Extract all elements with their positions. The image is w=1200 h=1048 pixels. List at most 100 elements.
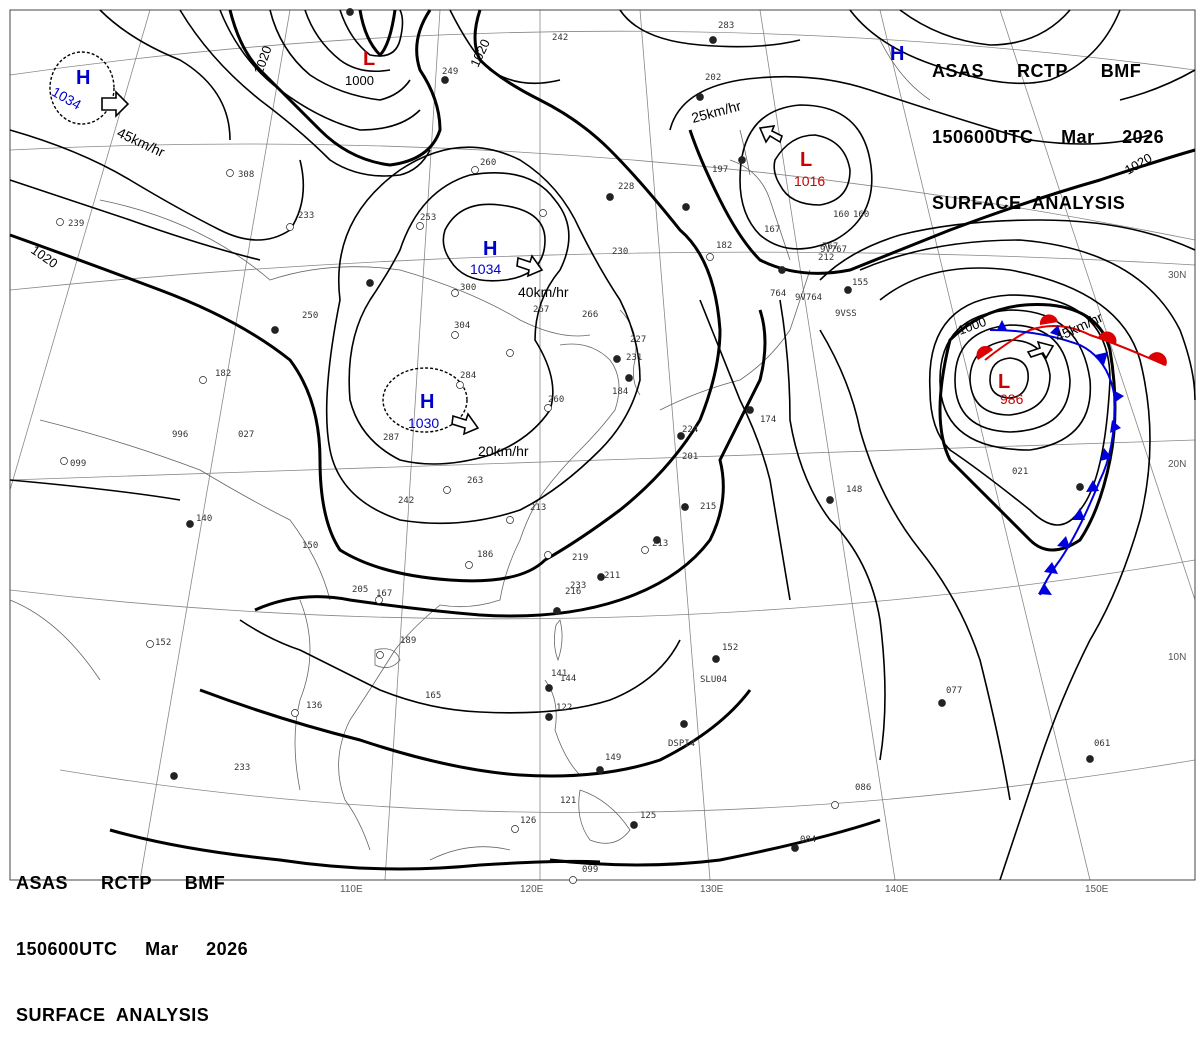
dashed-centers [49, 51, 468, 433]
station-pressure-value: 141 [551, 669, 567, 679]
station-pressure-value: 201 [682, 452, 698, 462]
header-line-2: 150600UTC Mar 2026 [16, 939, 249, 959]
high-value: 1034 [470, 261, 501, 277]
station-pressure-value: 233 [298, 211, 314, 221]
graticule-labels: 110E 120E 130E 140E 150E 30N 20N 10N [340, 270, 1186, 895]
cold-front [989, 320, 1124, 596]
isobars-bold [9, 9, 1196, 871]
longitude-label: 110E [340, 884, 363, 895]
station-pressure-value: 155 [852, 278, 868, 288]
station-pressure-value: 227 [630, 335, 646, 345]
low-symbol: L [998, 371, 1010, 393]
station-pressure-value: 189 [400, 636, 416, 646]
station-pressure-value: 174 [760, 415, 776, 425]
station-pressure-value: 140 [196, 514, 212, 524]
station-pressure-value: 182 [215, 369, 231, 379]
graticule [9, 9, 1196, 881]
station-id: 9V764 [795, 293, 822, 303]
longitude-label: 150E [1085, 884, 1109, 895]
station-pressure-value: 263 [467, 476, 483, 486]
low-value: 986 [1000, 391, 1024, 407]
warm-front [976, 314, 1167, 366]
station-pressure-value: 249 [442, 67, 458, 77]
station-pressure-value: 211 [604, 571, 620, 581]
station-pressure-value: 242 [552, 33, 568, 43]
station-pressure-value: 260 [480, 158, 496, 168]
station-pressure-value: 182 [716, 241, 732, 251]
latitude-label: 10N [1168, 652, 1186, 663]
station-pressure-value: 202 [705, 73, 721, 83]
station-pressure-value: 167 [376, 589, 392, 599]
station-pressure-value: 233 [234, 763, 250, 773]
station-pressure-value: 266 [582, 310, 598, 320]
station-pressure-value: 242 [398, 496, 414, 506]
speed-label: 20km/hr [478, 443, 529, 459]
station-pressure-value: 260 [548, 395, 564, 405]
station-pressure-value: 219 [572, 553, 588, 563]
station-pressure-value: 077 [946, 686, 962, 696]
station-id: DSPI4 [668, 739, 695, 749]
station-pressure-value: 212 [818, 253, 834, 263]
speed-label: 40km/hr [518, 284, 569, 300]
station-pressure-value: 300 [460, 283, 476, 293]
header-top-right: ASAS RCTP BMF 150600UTC Mar 2026 SURFACE… [932, 16, 1164, 236]
station-pressure-value: 165 [425, 691, 441, 701]
station-pressure-value: 136 [306, 701, 322, 711]
longitude-label: 130E [700, 884, 724, 895]
station-pressure-value: 228 [618, 182, 634, 192]
station-pressure-value: 224 [682, 425, 698, 435]
station-pressure-value: 150 [302, 541, 318, 551]
header-line-3: SURFACE ANALYSIS [932, 193, 1126, 213]
station-pressure-value: 197 [712, 165, 728, 175]
station-pressure-value: 996 [172, 430, 188, 440]
station-pressure-value: 021 [1012, 467, 1028, 477]
station-pressure-value: 250 [302, 311, 318, 321]
station-pressure-value: 121 [560, 796, 576, 806]
station-pressure-value: 205 [352, 585, 368, 595]
station-pressure-value: 283 [718, 21, 734, 31]
movement-arrows [101, 90, 1055, 436]
station-markers [56, 8, 1094, 884]
longitude-label: 140E [885, 884, 909, 895]
high-symbol: H [76, 67, 90, 89]
station-pressure-value: 160 [833, 210, 849, 220]
header-line-1: ASAS RCTP BMF [16, 873, 226, 893]
coastlines [9, 39, 931, 861]
station-pressure-value: 167 [764, 225, 780, 235]
station-pressure-value: 148 [846, 485, 862, 495]
station-pressure-value: 027 [238, 430, 254, 440]
station-pressure-value: 216 [565, 587, 581, 597]
header-line-2: 150600UTC Mar 2026 [932, 127, 1165, 147]
station-pressure-value: 126 [520, 816, 536, 826]
station-pressure-value: 184 [612, 387, 628, 397]
station-pressure-value: 253 [420, 213, 436, 223]
header-bottom-left: ASAS RCTP BMF 150600UTC Mar 2026 SURFACE… [16, 828, 248, 1048]
station-pressure-value: 239 [68, 219, 84, 229]
latitude-label: 20N [1168, 459, 1186, 470]
station-pressure-value: 144 [560, 674, 576, 684]
station-pressure-value: 304 [454, 321, 470, 331]
station-pressure-value: 186 [477, 550, 493, 560]
station-pressure-value: 099 [70, 459, 86, 469]
station-id: 9VSS [835, 309, 857, 319]
station-pressure-value: 122 [556, 703, 572, 713]
map-border [9, 9, 1196, 881]
header-line-1: ASAS RCTP BMF [932, 61, 1142, 81]
station-pressure-value: 125 [640, 811, 656, 821]
station-pressure-value: 284 [460, 371, 476, 381]
station-pressure-value: 152 [722, 643, 738, 653]
station-pressure-value: 764 [770, 289, 786, 299]
station-pressure-value: 160 [853, 210, 869, 220]
high-symbol: H [890, 43, 904, 65]
station-pressure-value: 230 [612, 247, 628, 257]
station-pressure-value: 152 [155, 638, 171, 648]
latitude-label: 30N [1168, 270, 1186, 281]
station-id-labels: SLU04 DSPI4 9V764 9V767 9VSS [668, 245, 857, 749]
surface-analysis-map: 308 239 233 253 260 228 230 182 167 160 300 304 267 2… [9, 8, 1196, 895]
station-pressure-value: 233 [570, 581, 586, 591]
station-pressure-value: 061 [1094, 739, 1110, 749]
station-id: 9V767 [820, 245, 847, 255]
station-pressure-value: 099 [582, 865, 598, 875]
isobar-label: 1000 [345, 73, 374, 88]
station-pressure-value: 215 [700, 502, 716, 512]
